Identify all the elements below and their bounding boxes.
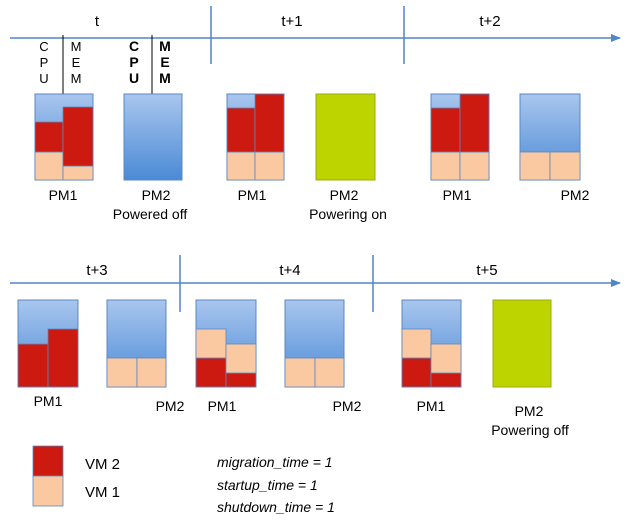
mem-label-e: E (72, 55, 81, 70)
timeline-label-t5: t+5 (476, 262, 497, 279)
pm2-t3: PM2 (106, 299, 185, 414)
pm1-t2-cpu-vm1 (430, 151, 461, 181)
pm2-t1-label: PM2 (330, 187, 359, 203)
legend-vm1-label: VM 1 (85, 484, 120, 501)
legend: VM 2 VM 1 (32, 445, 120, 507)
pm1-t1: PM1 (226, 93, 285, 203)
pm2-t-status: Powered off (113, 206, 188, 222)
pm2-t2: PM2 (519, 93, 590, 203)
pm2-t4-cpu-vm1 (284, 357, 316, 388)
timeline-label-t2: t+2 (479, 13, 500, 30)
pm2-t3-cpu-vm1 (106, 357, 138, 388)
pm1-t4-label: PM1 (208, 398, 237, 414)
pm1-t3-cpu-vm2 (17, 343, 49, 388)
timeline-label-t1: t+1 (281, 13, 302, 30)
pm1-t1-mem-vm1 (254, 151, 285, 181)
pm2-t3-label: PM2 (156, 398, 185, 414)
pm2-t-box (123, 93, 183, 181)
pm1-t4-mem-vm2 (225, 372, 257, 388)
pm2-t2-cpu-vm1 (519, 151, 551, 181)
pm1-t5-mem-vm1 (430, 343, 462, 374)
pm2-t4: PM2 (284, 299, 362, 414)
pm2-t2-label: PM2 (561, 187, 590, 203)
pm1-t1-mem-vm2 (254, 93, 285, 153)
pm1-t3-label: PM1 (34, 393, 63, 409)
pm1-t5-mem-vm2 (430, 372, 462, 388)
cpu-label-c: C (39, 39, 48, 54)
pm1-t5-cpu-vm1 (401, 328, 432, 359)
pm2-t: PM2 Powered off (113, 93, 188, 222)
pm2-t2-mem-vm1 (549, 151, 581, 181)
timeline-bottom: t+3 t+4 t+5 (10, 255, 621, 312)
mem-label-m2: M (71, 71, 82, 86)
pm2-t4-label: PM2 (333, 398, 362, 414)
pm1-t-cpu-vm1 (34, 151, 64, 181)
pm1-t4: PM1 (195, 299, 257, 414)
timeline-label-t: t (95, 13, 100, 30)
timeline-label-t4: t+4 (279, 262, 300, 279)
pm1-t3-mem-vm2 (47, 328, 79, 388)
pm1-t2-mem-vm1 (459, 151, 490, 181)
pm2-t5-box (492, 299, 552, 388)
pm1-t-label: PM1 (49, 187, 78, 203)
mem-bold-m2: M (159, 70, 171, 86)
pm1-t: PM1 (34, 93, 94, 203)
pm2-t5-status: Powering off (491, 422, 569, 438)
pm1-t1-cpu-vm2 (226, 107, 256, 153)
axis-labels-small: C P U M E M (39, 35, 81, 95)
pm2-t4-mem-vm1 (314, 357, 345, 388)
parameters: migration_time = 1 startup_time = 1 shut… (217, 454, 335, 515)
pm2-t1: PM2 Powering on (309, 93, 387, 222)
param-startup-time: startup_time = 1 (217, 477, 318, 493)
pm1-t1-cpu-vm1 (226, 151, 256, 181)
pm2-t5-label: PM2 (515, 403, 544, 419)
pm2-t5: PM2 Powering off (491, 299, 569, 438)
pm2-t1-status: Powering on (309, 206, 387, 222)
pm1-t-cpu-vm2 (34, 121, 64, 153)
pm1-t4-cpu-vm2 (195, 357, 227, 388)
legend-vm2-label: VM 2 (85, 456, 120, 473)
mem-label-m: M (71, 39, 82, 54)
pm1-t2: PM1 (430, 93, 490, 203)
cpu-bold-u: U (129, 70, 139, 86)
pm1-t4-mem-vm1 (225, 343, 257, 374)
axis-labels-bold: C P U M E M (129, 35, 171, 95)
pm1-t5: PM1 (401, 299, 462, 414)
pm1-t1-label: PM1 (238, 187, 267, 203)
timeline-top: t t+1 t+2 (10, 6, 621, 64)
mem-bold-e: E (160, 54, 169, 70)
legend-vm2-swatch (32, 445, 64, 477)
pm1-t-mem-vm1 (62, 165, 94, 181)
param-shutdown-time: shutdown_time = 1 (217, 499, 335, 515)
pm1-t2-mem-vm2 (459, 93, 490, 153)
pm1-t2-label: PM1 (443, 187, 472, 203)
pm1-t3: PM1 (17, 299, 79, 409)
timeline-label-t3: t+3 (86, 262, 107, 279)
cpu-label-p: P (40, 55, 49, 70)
pm2-t3-mem-vm1 (136, 357, 167, 388)
legend-vm1-swatch (32, 475, 64, 507)
cpu-label-u: U (39, 71, 48, 86)
cpu-bold-p: P (129, 54, 138, 70)
param-migration-time: migration_time = 1 (217, 454, 333, 470)
pm1-t4-cpu-vm1 (195, 328, 227, 359)
pm1-t-mem-vm2 (62, 106, 94, 167)
mem-bold-m: M (159, 38, 171, 54)
pm1-t2-cpu-vm2 (430, 107, 461, 153)
pm1-t5-label: PM1 (417, 398, 446, 414)
pm2-t1-box (315, 93, 376, 181)
pm2-t-label: PM2 (142, 187, 171, 203)
pm1-t5-cpu-vm2 (401, 357, 432, 388)
cpu-bold-c: C (129, 38, 139, 54)
